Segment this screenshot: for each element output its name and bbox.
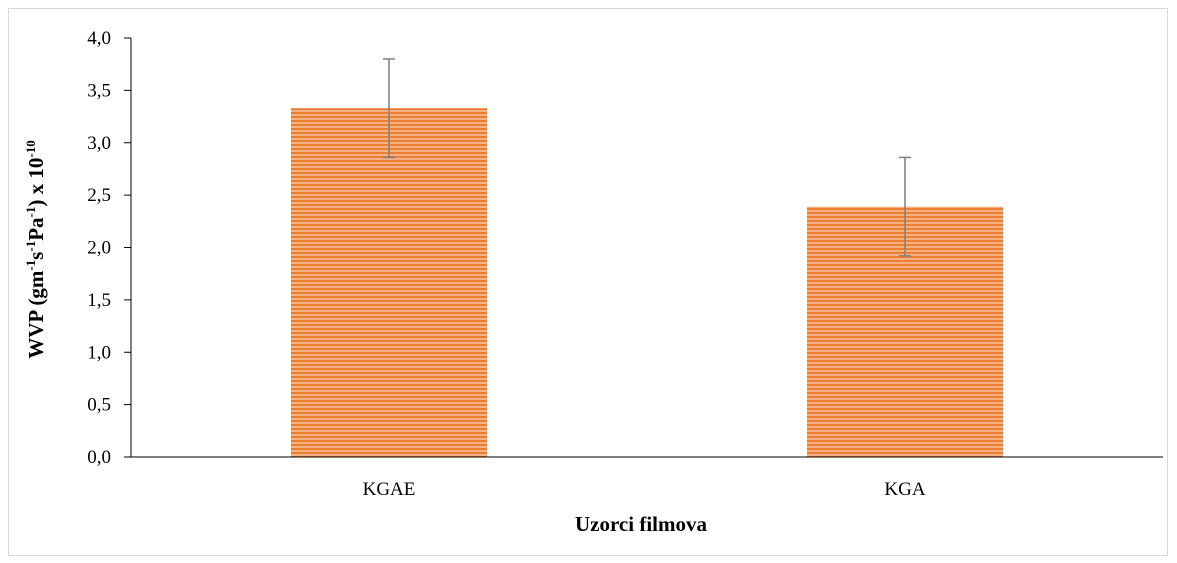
y-tick-label: 0,5 bbox=[87, 395, 111, 416]
y-title-text: ) x 10 bbox=[24, 158, 48, 207]
y-title-superscript: -1 bbox=[23, 207, 38, 218]
error-bars bbox=[383, 58, 911, 257]
y-tick-label: 4,0 bbox=[87, 28, 111, 49]
y-title-text: s bbox=[24, 252, 48, 260]
y-tick-label: 1,0 bbox=[87, 342, 111, 363]
x-axis-labels: KGAE KGA bbox=[363, 479, 926, 500]
y-axis-ticks: 0,0 0,5 1,0 1,5 2,0 2,5 3,0 3,5 4,0 bbox=[87, 28, 131, 468]
y-tick-label: 2,5 bbox=[87, 185, 111, 206]
y-tick-label: 2,0 bbox=[87, 238, 111, 259]
y-title-superscript: -1 bbox=[23, 260, 38, 271]
bars bbox=[291, 108, 1003, 458]
x-tick-label: KGAE bbox=[363, 479, 416, 500]
x-tick-label: KGA bbox=[884, 479, 925, 500]
y-title-superscript: -1 bbox=[23, 241, 38, 252]
bar-kgae bbox=[291, 108, 487, 458]
x-axis-title: Uzorci filmova bbox=[575, 512, 707, 536]
y-tick-label: 1,5 bbox=[87, 290, 111, 311]
y-title-text: Pa bbox=[24, 217, 48, 241]
y-tick-label: 3,5 bbox=[87, 80, 111, 101]
y-tick-label: 0,0 bbox=[87, 447, 111, 468]
y-tick-label: 3,0 bbox=[87, 133, 111, 154]
y-title-text: WVP (gm bbox=[24, 270, 48, 359]
y-axis-title: WVP (gm-1s-1Pa-1) x 10-10 bbox=[23, 140, 48, 358]
y-title-superscript: -10 bbox=[23, 140, 38, 157]
